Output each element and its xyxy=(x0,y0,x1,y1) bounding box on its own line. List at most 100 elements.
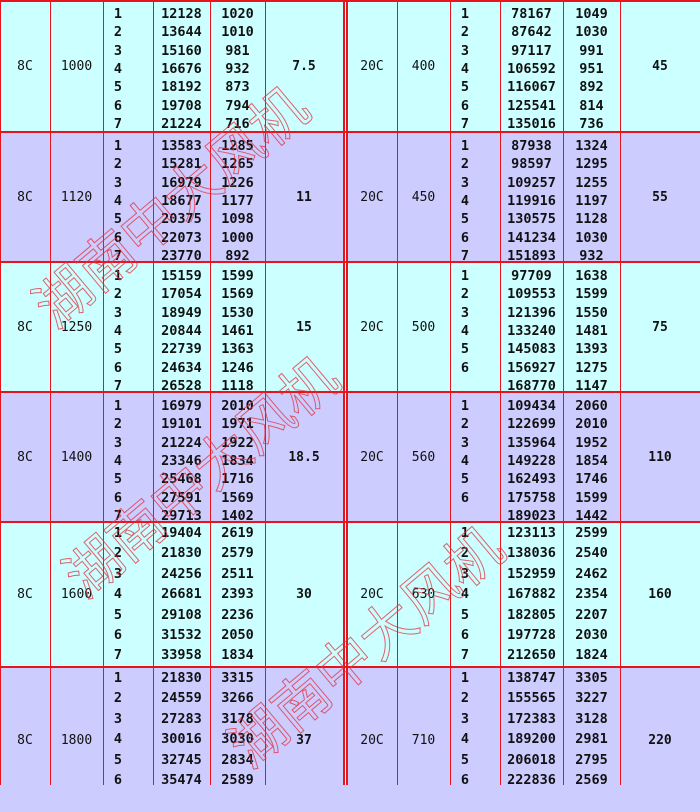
pressure-value: 2393 xyxy=(221,586,254,603)
pressure-value: 932 xyxy=(579,247,604,264)
pressure-value: 2834 xyxy=(221,751,254,768)
index-value: 3 xyxy=(460,304,470,321)
flow-value: 20844 xyxy=(161,322,202,339)
pressure-value: 1197 xyxy=(575,192,608,209)
size-cell: 1800 xyxy=(60,732,93,748)
pressure-value: 1638 xyxy=(575,268,608,284)
flow-value: 109434 xyxy=(507,398,556,414)
flow-value: 168770 xyxy=(507,377,556,394)
group-divider xyxy=(0,131,700,133)
flow-value: 121396 xyxy=(507,304,556,321)
flow-value: 167882 xyxy=(507,586,556,603)
flow-value: 97117 xyxy=(511,42,552,59)
flow-value: 31532 xyxy=(161,627,202,643)
pressure-value: 1049 xyxy=(575,6,608,22)
model-cell: 20C xyxy=(360,449,384,465)
flow-value: 23346 xyxy=(161,452,202,469)
pressure-value: 2795 xyxy=(575,751,608,768)
model-cell: 8C xyxy=(17,189,33,205)
index-value: 5 xyxy=(460,341,470,358)
pressure-value: 1098 xyxy=(221,211,254,228)
size-cell: 1000 xyxy=(60,58,93,74)
index-value: 5 xyxy=(113,606,123,623)
index-value: 6 xyxy=(460,359,470,376)
pressure-value: 3030 xyxy=(221,731,254,748)
flow-value: 106592 xyxy=(507,60,556,77)
index-value: 5 xyxy=(460,471,470,488)
flow-value: 29713 xyxy=(161,507,202,524)
flow-value: 18677 xyxy=(161,192,202,209)
index-value: 3 xyxy=(113,174,123,191)
pressure-value: 1746 xyxy=(575,471,608,488)
flow-value: 123113 xyxy=(507,525,556,541)
pressure-value: 1481 xyxy=(575,322,608,339)
index-value: 3 xyxy=(113,434,123,451)
pressure-value: 1971 xyxy=(221,416,254,433)
flow-value: 12128 xyxy=(161,6,202,22)
index-value: 7 xyxy=(113,115,123,132)
flow-value: 25468 xyxy=(161,471,202,488)
flow-value: 87938 xyxy=(511,138,552,154)
flow-value: 18192 xyxy=(161,79,202,96)
flow-value: 21224 xyxy=(161,115,202,132)
row-band xyxy=(0,522,700,667)
group-divider xyxy=(0,666,700,668)
index-value: 7 xyxy=(113,647,123,664)
power-cell: 45 xyxy=(652,58,668,74)
model-cell: 8C xyxy=(17,732,33,748)
pressure-value: 951 xyxy=(579,60,604,77)
size-cell: 710 xyxy=(411,732,436,748)
index-value: 6 xyxy=(460,627,470,643)
flow-value: 16676 xyxy=(161,60,202,77)
flow-value: 130575 xyxy=(507,211,556,228)
flow-value: 212650 xyxy=(507,647,556,664)
pressure-value: 1118 xyxy=(221,377,254,394)
index-value: 2 xyxy=(460,545,470,562)
pressure-value: 2050 xyxy=(221,627,254,643)
size-cell: 400 xyxy=(411,58,436,74)
index-value: 2 xyxy=(460,156,470,173)
pressure-value: 1363 xyxy=(221,341,254,358)
flow-value: 24256 xyxy=(161,565,202,582)
model-cell: 20C xyxy=(360,587,384,602)
flow-value: 135964 xyxy=(507,434,556,451)
pressure-value: 2354 xyxy=(575,586,608,603)
flow-value: 135016 xyxy=(507,115,556,132)
pressure-value: 2030 xyxy=(575,627,608,643)
flow-value: 24634 xyxy=(161,359,202,376)
index-value: 7 xyxy=(460,647,470,664)
pressure-value: 2589 xyxy=(221,772,254,788)
flow-value: 182805 xyxy=(507,606,556,623)
flow-value: 141234 xyxy=(507,229,556,246)
group-divider xyxy=(0,0,700,2)
power-cell: 220 xyxy=(648,732,672,748)
pressure-value: 1324 xyxy=(575,138,608,154)
pressure-value: 1854 xyxy=(575,452,608,469)
flow-value: 116067 xyxy=(507,79,556,96)
pressure-value: 1922 xyxy=(221,434,254,451)
pressure-value: 1030 xyxy=(575,24,608,41)
power-cell: 160 xyxy=(648,587,672,602)
pressure-value: 736 xyxy=(579,115,604,132)
pressure-value: 1147 xyxy=(575,377,608,394)
flow-value: 21224 xyxy=(161,434,202,451)
flow-value: 21830 xyxy=(161,545,202,562)
pressure-value: 1246 xyxy=(221,359,254,376)
pressure-value: 2599 xyxy=(575,525,608,541)
index-value: 5 xyxy=(113,471,123,488)
flow-value: 151893 xyxy=(507,247,556,264)
pressure-value: 1550 xyxy=(575,304,608,321)
flow-value: 152959 xyxy=(507,565,556,582)
flow-value: 20375 xyxy=(161,211,202,228)
size-cell: 630 xyxy=(411,587,436,602)
index-value: 2 xyxy=(113,286,123,303)
flow-value: 119916 xyxy=(507,192,556,209)
index-value: 3 xyxy=(460,565,470,582)
pressure-value: 1461 xyxy=(221,322,254,339)
size-cell: 1600 xyxy=(60,587,93,602)
model-cell: 8C xyxy=(17,58,33,74)
power-cell: 75 xyxy=(652,319,668,335)
flow-value: 109553 xyxy=(507,286,556,303)
flow-value: 29108 xyxy=(161,606,202,623)
flow-value: 206018 xyxy=(507,751,556,768)
